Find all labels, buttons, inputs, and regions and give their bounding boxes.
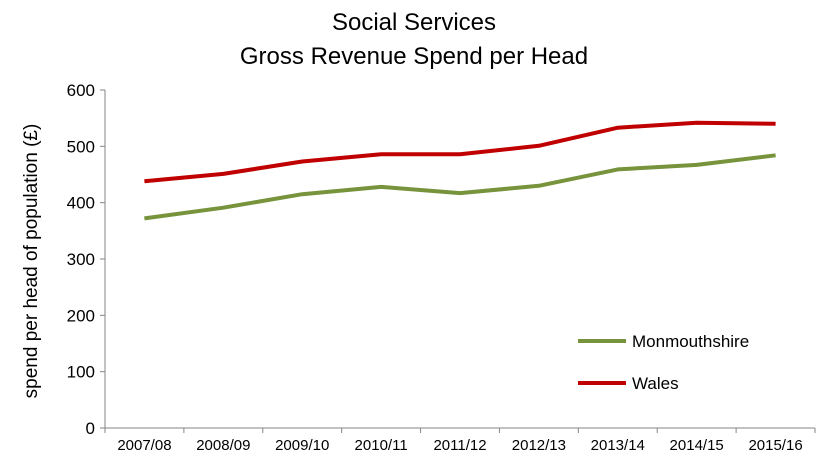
y-tick-label: 500 [67,137,95,156]
axes [100,89,816,433]
series-line-monmouthshire [144,153,776,221]
y-tick-label: 600 [67,81,95,100]
y-tick-label: 0 [86,419,95,438]
x-tick-label: 2007/08 [117,437,171,454]
y-tick-label: 400 [67,194,95,213]
tick-labels: 0 100 200 300 400 500 600 2007/08 2008/09 2009/10… [67,81,803,454]
x-tick-label: 2009/10 [275,437,329,454]
chart-title-line-2: Gross Revenue Spend per Head [240,43,588,70]
y-tick-label: 100 [67,363,95,382]
legend-label-monmouthshire: Monmouthshire [632,332,749,351]
x-tick-label: 2012/13 [512,437,566,454]
series-line-wales [144,120,776,184]
x-tick-label: 2008/09 [196,437,250,454]
chart-title-line-1: Social Services [332,9,496,36]
x-tick-label: 2013/14 [591,437,645,454]
y-tick-label: 300 [67,250,95,269]
series-lines [144,120,776,221]
legend: Monmouthshire Wales [578,332,749,393]
y-axis-label: spend per head of population (£) [21,124,42,399]
legend-label-wales: Wales [632,374,679,393]
x-tick-label: 2010/11 [355,437,408,454]
y-tick-label: 200 [67,306,95,325]
x-tick-label: 2015/16 [748,437,802,454]
x-tick-label: 2011/12 [433,437,486,454]
x-tick-label: 2014/15 [670,437,724,454]
